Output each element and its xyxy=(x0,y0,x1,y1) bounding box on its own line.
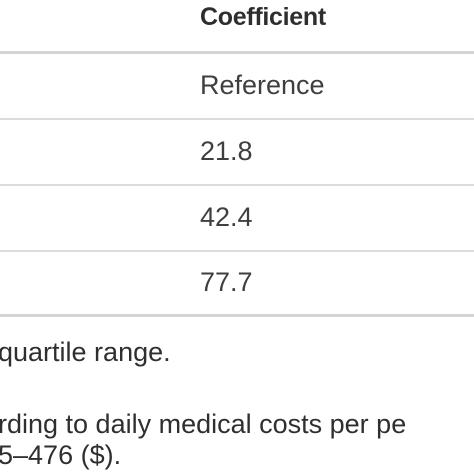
coefficient-cell: 42.4 xyxy=(200,202,253,232)
abbreviation-footnote: quartile range. xyxy=(0,337,171,367)
table-row: Reference xyxy=(0,54,474,118)
coefficient-cell: Reference xyxy=(200,70,325,100)
coefficient-cell: 77.7 xyxy=(200,267,253,297)
table-note-line-1: rding to daily medical costs per pe xyxy=(0,409,407,439)
row-divider xyxy=(0,118,474,120)
table-bottom-rule xyxy=(0,314,474,317)
table-note-line-2: 5–476 ($). xyxy=(0,440,122,470)
table-row: 77.7 xyxy=(0,252,474,316)
table-row: 42.4 xyxy=(0,186,474,250)
table-header-row: Coefficient xyxy=(0,0,474,48)
row-divider xyxy=(0,250,474,252)
row-divider xyxy=(0,184,474,186)
coefficient-cell: 21.8 xyxy=(200,136,253,166)
header-divider xyxy=(0,51,474,54)
coefficient-column-header: Coefficient xyxy=(200,3,326,31)
table-row: 21.8 xyxy=(0,120,474,184)
